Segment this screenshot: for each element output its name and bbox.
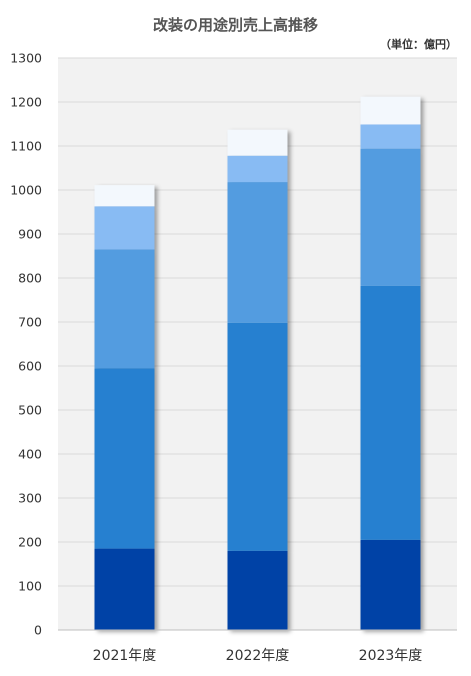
bar-segment [94, 368, 155, 549]
x-category-label: 2021年度 [93, 648, 157, 664]
y-tick-label: 500 [18, 403, 42, 418]
bar-segment [94, 185, 155, 207]
bar-segment [360, 285, 421, 540]
bar-stack [94, 185, 155, 630]
y-tick-label: 200 [18, 535, 42, 550]
bar-segment [360, 539, 421, 630]
bar-segment [227, 155, 288, 183]
y-tick-label: 0 [34, 623, 42, 638]
y-tick-label: 100 [18, 579, 42, 594]
y-tick-label: 700 [18, 315, 42, 330]
unit-note: （単位：億円） [380, 38, 457, 51]
y-tick-label: 400 [18, 447, 42, 462]
bar-segment [94, 249, 155, 369]
y-tick-label: 1300 [10, 51, 42, 66]
bar-segment [360, 124, 421, 149]
bar-segment [227, 129, 288, 156]
bar-segment [360, 148, 421, 286]
bar-segment [94, 548, 155, 630]
y-tick-label: 900 [18, 227, 42, 242]
y-tick-label: 1200 [10, 95, 42, 110]
y-tick-label: 600 [18, 359, 42, 374]
y-tick-label: 300 [18, 491, 42, 506]
chart-title: 改装の用途別売上高推移 [152, 16, 318, 34]
bar-segment [227, 550, 288, 630]
bar-segment [227, 322, 288, 551]
bar-stack [360, 96, 421, 630]
y-tick-label: 800 [18, 271, 42, 286]
bar-stack [227, 129, 288, 630]
x-category-label: 2023年度 [359, 648, 423, 664]
y-tick-label: 1100 [10, 139, 42, 154]
x-category-label: 2022年度 [226, 648, 290, 664]
bar-segment [360, 96, 421, 125]
y-tick-label: 1000 [10, 183, 42, 198]
bar-segment [227, 182, 288, 323]
bar-segment [94, 206, 155, 250]
